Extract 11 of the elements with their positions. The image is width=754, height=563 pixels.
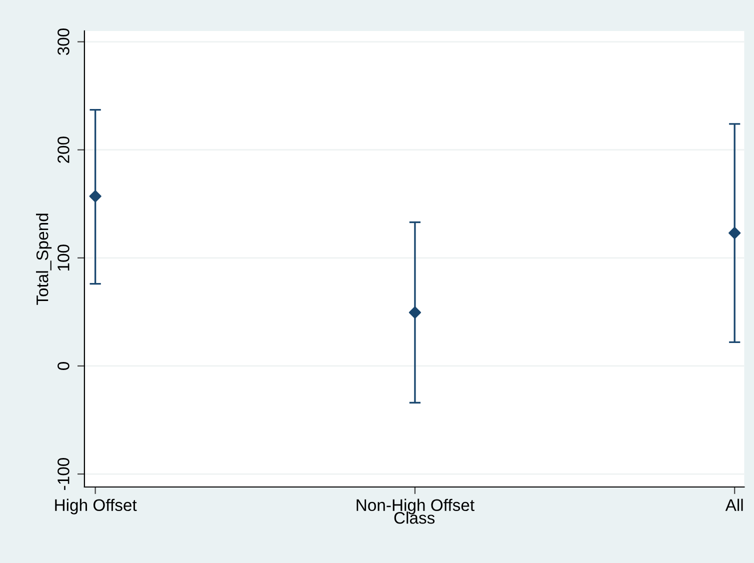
y-tick-label: 100 (58, 244, 70, 271)
y-tick-label: 200 (58, 136, 70, 163)
y-axis-title: Total_Spend (36, 214, 52, 305)
point (89, 190, 102, 202)
y-tick-label: -100 (58, 458, 70, 490)
x-tick-label: All (725, 498, 743, 511)
y-tick-label: 0 (58, 362, 70, 370)
point (728, 226, 741, 240)
x-tick-label: High Offset (55, 498, 137, 514)
point (408, 306, 422, 319)
y-tick-label: 300 (58, 28, 70, 56)
